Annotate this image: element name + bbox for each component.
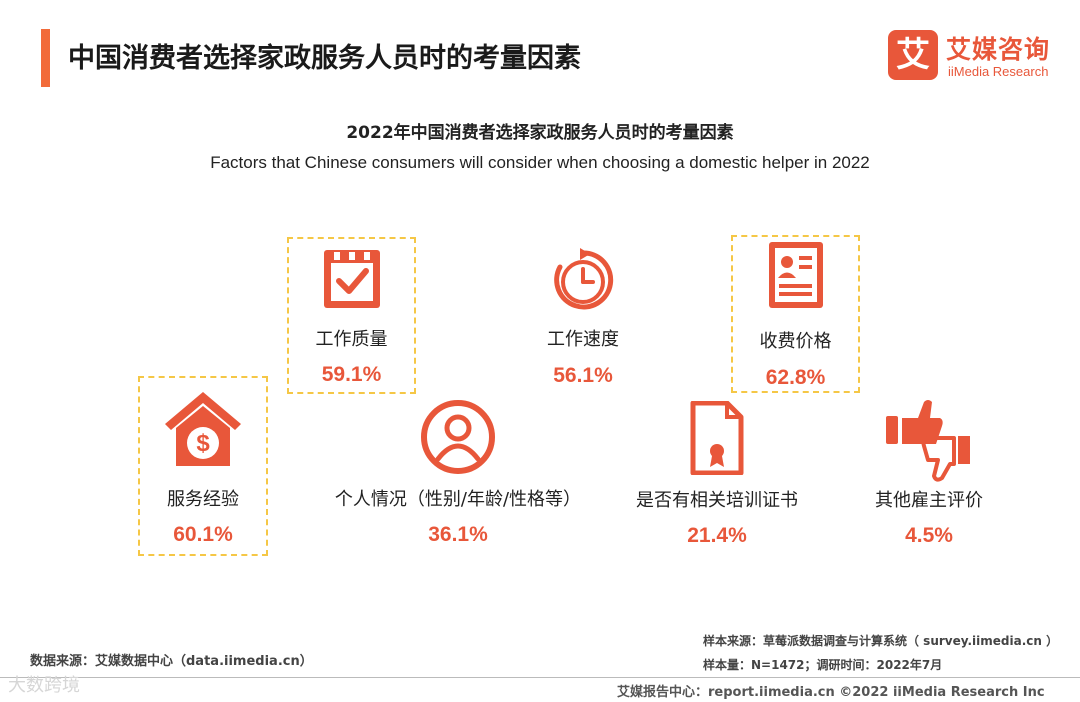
thumbs-icon	[886, 400, 970, 482]
factor-service-experience: $ 服务经验 60.1%	[138, 376, 268, 556]
factor-label: 个人情况（性别/年龄/性格等）	[334, 489, 582, 510]
factor-value: 21.4%	[687, 524, 747, 547]
person-icon	[421, 400, 495, 474]
factor-label: 工作质量	[315, 329, 388, 350]
data-source: 数据来源：艾媒数据中心（data.iimedia.cn）	[30, 654, 313, 669]
factor-value: 36.1%	[428, 523, 488, 546]
factor-value: 4.5%	[905, 524, 953, 547]
factor-value: 60.1%	[173, 523, 233, 546]
factor-label: 服务经验	[167, 489, 239, 510]
clock-icon	[554, 248, 614, 310]
svg-text:$: $	[196, 430, 210, 457]
sample-size: 样本量：N=1472；调研时间：2022年7月	[703, 658, 943, 672]
id-card-icon	[768, 242, 823, 308]
factor-certificate: 是否有相关培训证书 21.4%	[612, 398, 822, 555]
factor-label: 其他雇主评价	[875, 490, 983, 511]
chart-title: 2022年中国消费者选择家政服务人员时的考量因素	[346, 123, 734, 143]
house-dollar-icon: $	[165, 392, 241, 466]
page-title: 中国消费者选择家政服务人员时的考量因素	[68, 43, 581, 74]
brand-logo: 艾 艾媒咨询 iiMedia Research	[888, 30, 1068, 82]
factor-value: 62.8%	[765, 366, 826, 389]
factor-label: 是否有相关培训证书	[636, 490, 798, 511]
footer-text: 艾媒报告中心：report.iimedia.cn ©2022 iiMedia R…	[617, 685, 1045, 700]
factor-personal-info: 个人情况（性别/年龄/性格等） 36.1%	[316, 395, 600, 555]
factor-label: 工作速度	[547, 329, 619, 350]
sample-source: 样本来源：草莓派数据调查与计算系统（ survey.iimedia.cn ）	[703, 634, 1059, 648]
footer-divider	[0, 677, 1080, 678]
watermark: 大数跨境	[8, 675, 80, 696]
title-accent-bar	[41, 29, 50, 87]
factor-value: 56.1%	[553, 364, 613, 387]
factor-work-speed: 工作速度 56.1%	[518, 237, 648, 394]
checklist-icon	[323, 250, 380, 308]
factor-work-quality: 工作质量 59.1%	[287, 237, 416, 394]
factor-value: 59.1%	[321, 363, 382, 386]
logo-mark: 艾	[888, 30, 938, 80]
logo-text-cn: 艾媒咨询	[946, 35, 1051, 64]
chart-subtitle: Factors that Chinese consumers will cons…	[210, 153, 870, 172]
factor-label: 收费价格	[759, 331, 832, 352]
factor-employer-review: 其他雇主评价 4.5%	[858, 398, 1000, 555]
logo-text-en: iiMedia Research	[948, 64, 1049, 79]
certificate-icon	[690, 401, 744, 475]
factor-price: 收费价格 62.8%	[731, 235, 860, 393]
